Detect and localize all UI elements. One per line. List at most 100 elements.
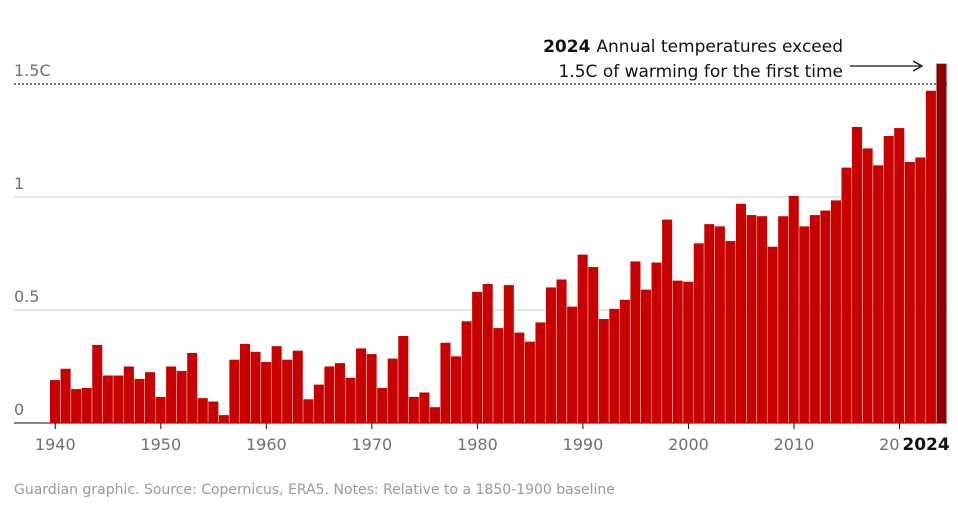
bar [852,126,863,423]
x-tick-label: 2000 [668,435,709,454]
bar [820,210,831,423]
bar [81,387,92,423]
bar [419,392,430,423]
bar [366,354,377,423]
x-tick-label: 2010 [774,435,815,454]
bar [155,397,166,423]
bar [830,200,841,423]
bar [514,332,525,423]
bar [50,380,61,423]
x-tick-label: 1990 [563,435,604,454]
bar [619,299,630,423]
bar [218,415,229,423]
bar [208,401,219,423]
bar [229,359,240,423]
bar [873,165,884,424]
bar [123,366,134,423]
bar [334,363,345,423]
bar [799,226,810,423]
bar [176,371,187,423]
bar [451,356,462,423]
bar [714,226,725,423]
bars [50,63,947,424]
bar [894,128,905,423]
source-note: Guardian graphic. Source: Copernicus, ER… [14,482,615,498]
bar [313,384,324,423]
bar [345,377,356,423]
bar [545,287,557,423]
bar [683,281,694,423]
bar [588,267,599,423]
bar [166,366,177,423]
x-tick-label: 1940 [35,435,76,454]
bar [197,398,208,423]
bar [493,328,504,423]
y-tick-label: 0 [14,400,24,419]
labels: 0 0.5 1 1.5C 1940 1950 1960 1970 1980 1990 2000 201… [14,37,953,458]
bar [239,343,251,423]
bar [841,167,852,423]
bar [60,368,71,423]
annotation-text: Annual temperatures exceed [596,37,843,57]
bar [102,375,113,423]
annotation-line: 1.5C of warming for the first time [559,62,843,82]
bar [609,308,620,423]
x-tick-label: 1980 [457,435,498,454]
bar [303,399,314,423]
y-tick-label: 0.5 [14,287,39,306]
bar [71,389,82,423]
bar [134,378,145,423]
bar [282,359,293,423]
bar [651,262,662,423]
bar [577,254,588,423]
annotation-year: 2024 [543,37,590,57]
bar [324,366,335,423]
bar [767,246,778,423]
bar [725,241,736,423]
bar [640,289,652,423]
bar [788,195,799,423]
bar [356,348,367,423]
bar [113,375,124,423]
bar [862,148,873,423]
x-tick-label: 1960 [246,435,287,454]
bar [883,135,894,424]
bar [250,351,261,423]
bar [92,345,103,423]
bar [377,387,388,423]
bar [746,215,757,423]
bar [598,319,609,423]
y-tick-label: 1 [14,174,24,193]
bar [809,215,820,423]
bar [261,361,272,423]
bar [429,407,440,423]
bar [567,306,578,423]
bar [904,161,915,423]
y-tick-label: 1.5C [14,61,51,80]
bar [398,335,409,423]
bar [936,63,947,423]
bar [271,346,282,423]
bar [187,352,198,423]
x-tick-label: 1950 [140,435,181,454]
bar [461,321,472,423]
bar [735,203,746,423]
highlight-x-label: 2024 [902,435,949,455]
bar [662,219,673,423]
bar [757,216,768,423]
bar [925,90,936,423]
bar [693,243,704,423]
bar [556,279,567,423]
bar [503,285,514,423]
bar [408,397,419,423]
annotation-line: 2024 Annual temperatures exceed [543,37,843,57]
bar [144,372,156,423]
bar [472,291,483,423]
annotation-arrowhead [912,60,924,72]
bar [292,350,303,423]
bar [524,341,535,423]
x-tick-label: 1970 [352,435,393,454]
bar [440,342,451,423]
bar [704,224,715,423]
